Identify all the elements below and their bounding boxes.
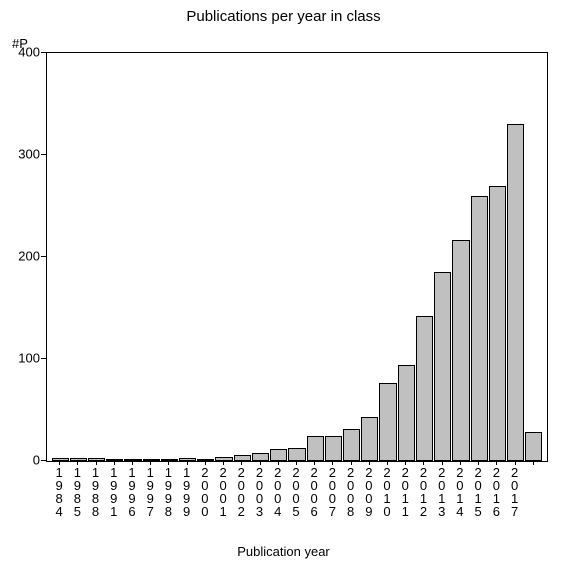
x-tick: 1991	[105, 460, 122, 540]
chart-title: Publications per year in class	[186, 8, 380, 25]
x-tick-label: 2014	[456, 466, 464, 518]
x-tick: 2013	[433, 460, 450, 540]
x-tick-label: 2003	[256, 466, 264, 518]
y-tick-label: 200	[0, 249, 40, 264]
x-tick-label: 2008	[347, 466, 355, 518]
x-tick-label: 2010	[383, 466, 391, 518]
x-tick: 1998	[160, 460, 177, 540]
x-tick-label: 2001	[219, 466, 227, 518]
x-tick: 2002	[233, 460, 250, 540]
bar	[507, 124, 524, 461]
x-tick-label: 2006	[310, 466, 318, 518]
x-tick-label: 2009	[365, 466, 373, 518]
x-tick: 1985	[69, 460, 86, 540]
x-tick: 1999	[178, 460, 195, 540]
x-axis-ticks: 1984 1985 1988 1991 1996 1997 1998 1999 2000 2001…	[46, 460, 546, 540]
x-tick: 1996	[123, 460, 140, 540]
bar	[452, 240, 469, 461]
x-tick: 2007	[324, 460, 341, 540]
x-tick-label: 2000	[201, 466, 209, 518]
bar	[471, 196, 488, 461]
x-tick: 2009	[360, 460, 377, 540]
bar	[398, 365, 415, 461]
x-tick-mark	[533, 460, 534, 465]
x-tick: 2000	[196, 460, 213, 540]
x-tick: 2012	[415, 460, 432, 540]
y-tick-label: 400	[0, 45, 40, 60]
x-tick-label: 2013	[438, 466, 446, 518]
x-tick: 2006	[306, 460, 323, 540]
x-tick-label: 1988	[92, 466, 100, 518]
x-tick: 2004	[269, 460, 286, 540]
x-tick: 2017	[506, 460, 523, 540]
x-tick: 2016	[488, 460, 505, 540]
x-tick-label: 2012	[419, 466, 427, 518]
y-tick-label: 300	[0, 147, 40, 162]
bar	[434, 272, 451, 461]
x-tick: 2014	[451, 460, 468, 540]
x-tick: 1997	[142, 460, 159, 540]
x-tick: 2010	[378, 460, 395, 540]
x-tick: 1984	[51, 460, 68, 540]
bar	[489, 186, 506, 461]
bar	[325, 436, 342, 462]
x-tick: 2011	[397, 460, 414, 540]
x-tick: 2015	[470, 460, 487, 540]
x-axis-label: Publication year	[237, 544, 330, 559]
bar	[525, 432, 542, 461]
x-tick-label: 1996	[128, 466, 136, 518]
bar	[288, 448, 305, 461]
bar	[361, 417, 378, 461]
x-tick: 2005	[287, 460, 304, 540]
x-tick: 1988	[87, 460, 104, 540]
y-tick-label: 0	[0, 453, 40, 468]
y-axis-ticks: 0100200300400	[0, 52, 46, 461]
bar	[379, 383, 396, 461]
x-tick-label: 2004	[274, 466, 282, 518]
x-tick-label: 1999	[183, 466, 191, 518]
x-tick: 2003	[251, 460, 268, 540]
x-tick-label: 2015	[474, 466, 482, 518]
x-tick-label: 2011	[401, 466, 409, 518]
x-tick: 2008	[342, 460, 359, 540]
x-tick: 2001	[214, 460, 231, 540]
x-tick-label: 2017	[511, 466, 519, 518]
x-tick-label: 2002	[237, 466, 245, 518]
x-tick	[524, 460, 541, 540]
plot-area	[46, 52, 548, 462]
bars-group	[47, 53, 547, 461]
x-tick-label: 1991	[110, 466, 118, 518]
x-tick-label: 1985	[73, 466, 81, 518]
y-tick-label: 100	[0, 351, 40, 366]
x-tick-label: 1997	[146, 466, 154, 518]
bar	[307, 436, 324, 462]
bar	[416, 316, 433, 461]
x-tick-label: 1984	[55, 466, 63, 518]
x-tick-label: 2005	[292, 466, 300, 518]
x-tick-label: 2016	[492, 466, 500, 518]
chart-container: Publications per year in class #P 010020…	[0, 0, 567, 567]
x-tick-label: 2007	[328, 466, 336, 518]
x-tick-label: 1998	[164, 466, 172, 518]
bar	[343, 429, 360, 461]
